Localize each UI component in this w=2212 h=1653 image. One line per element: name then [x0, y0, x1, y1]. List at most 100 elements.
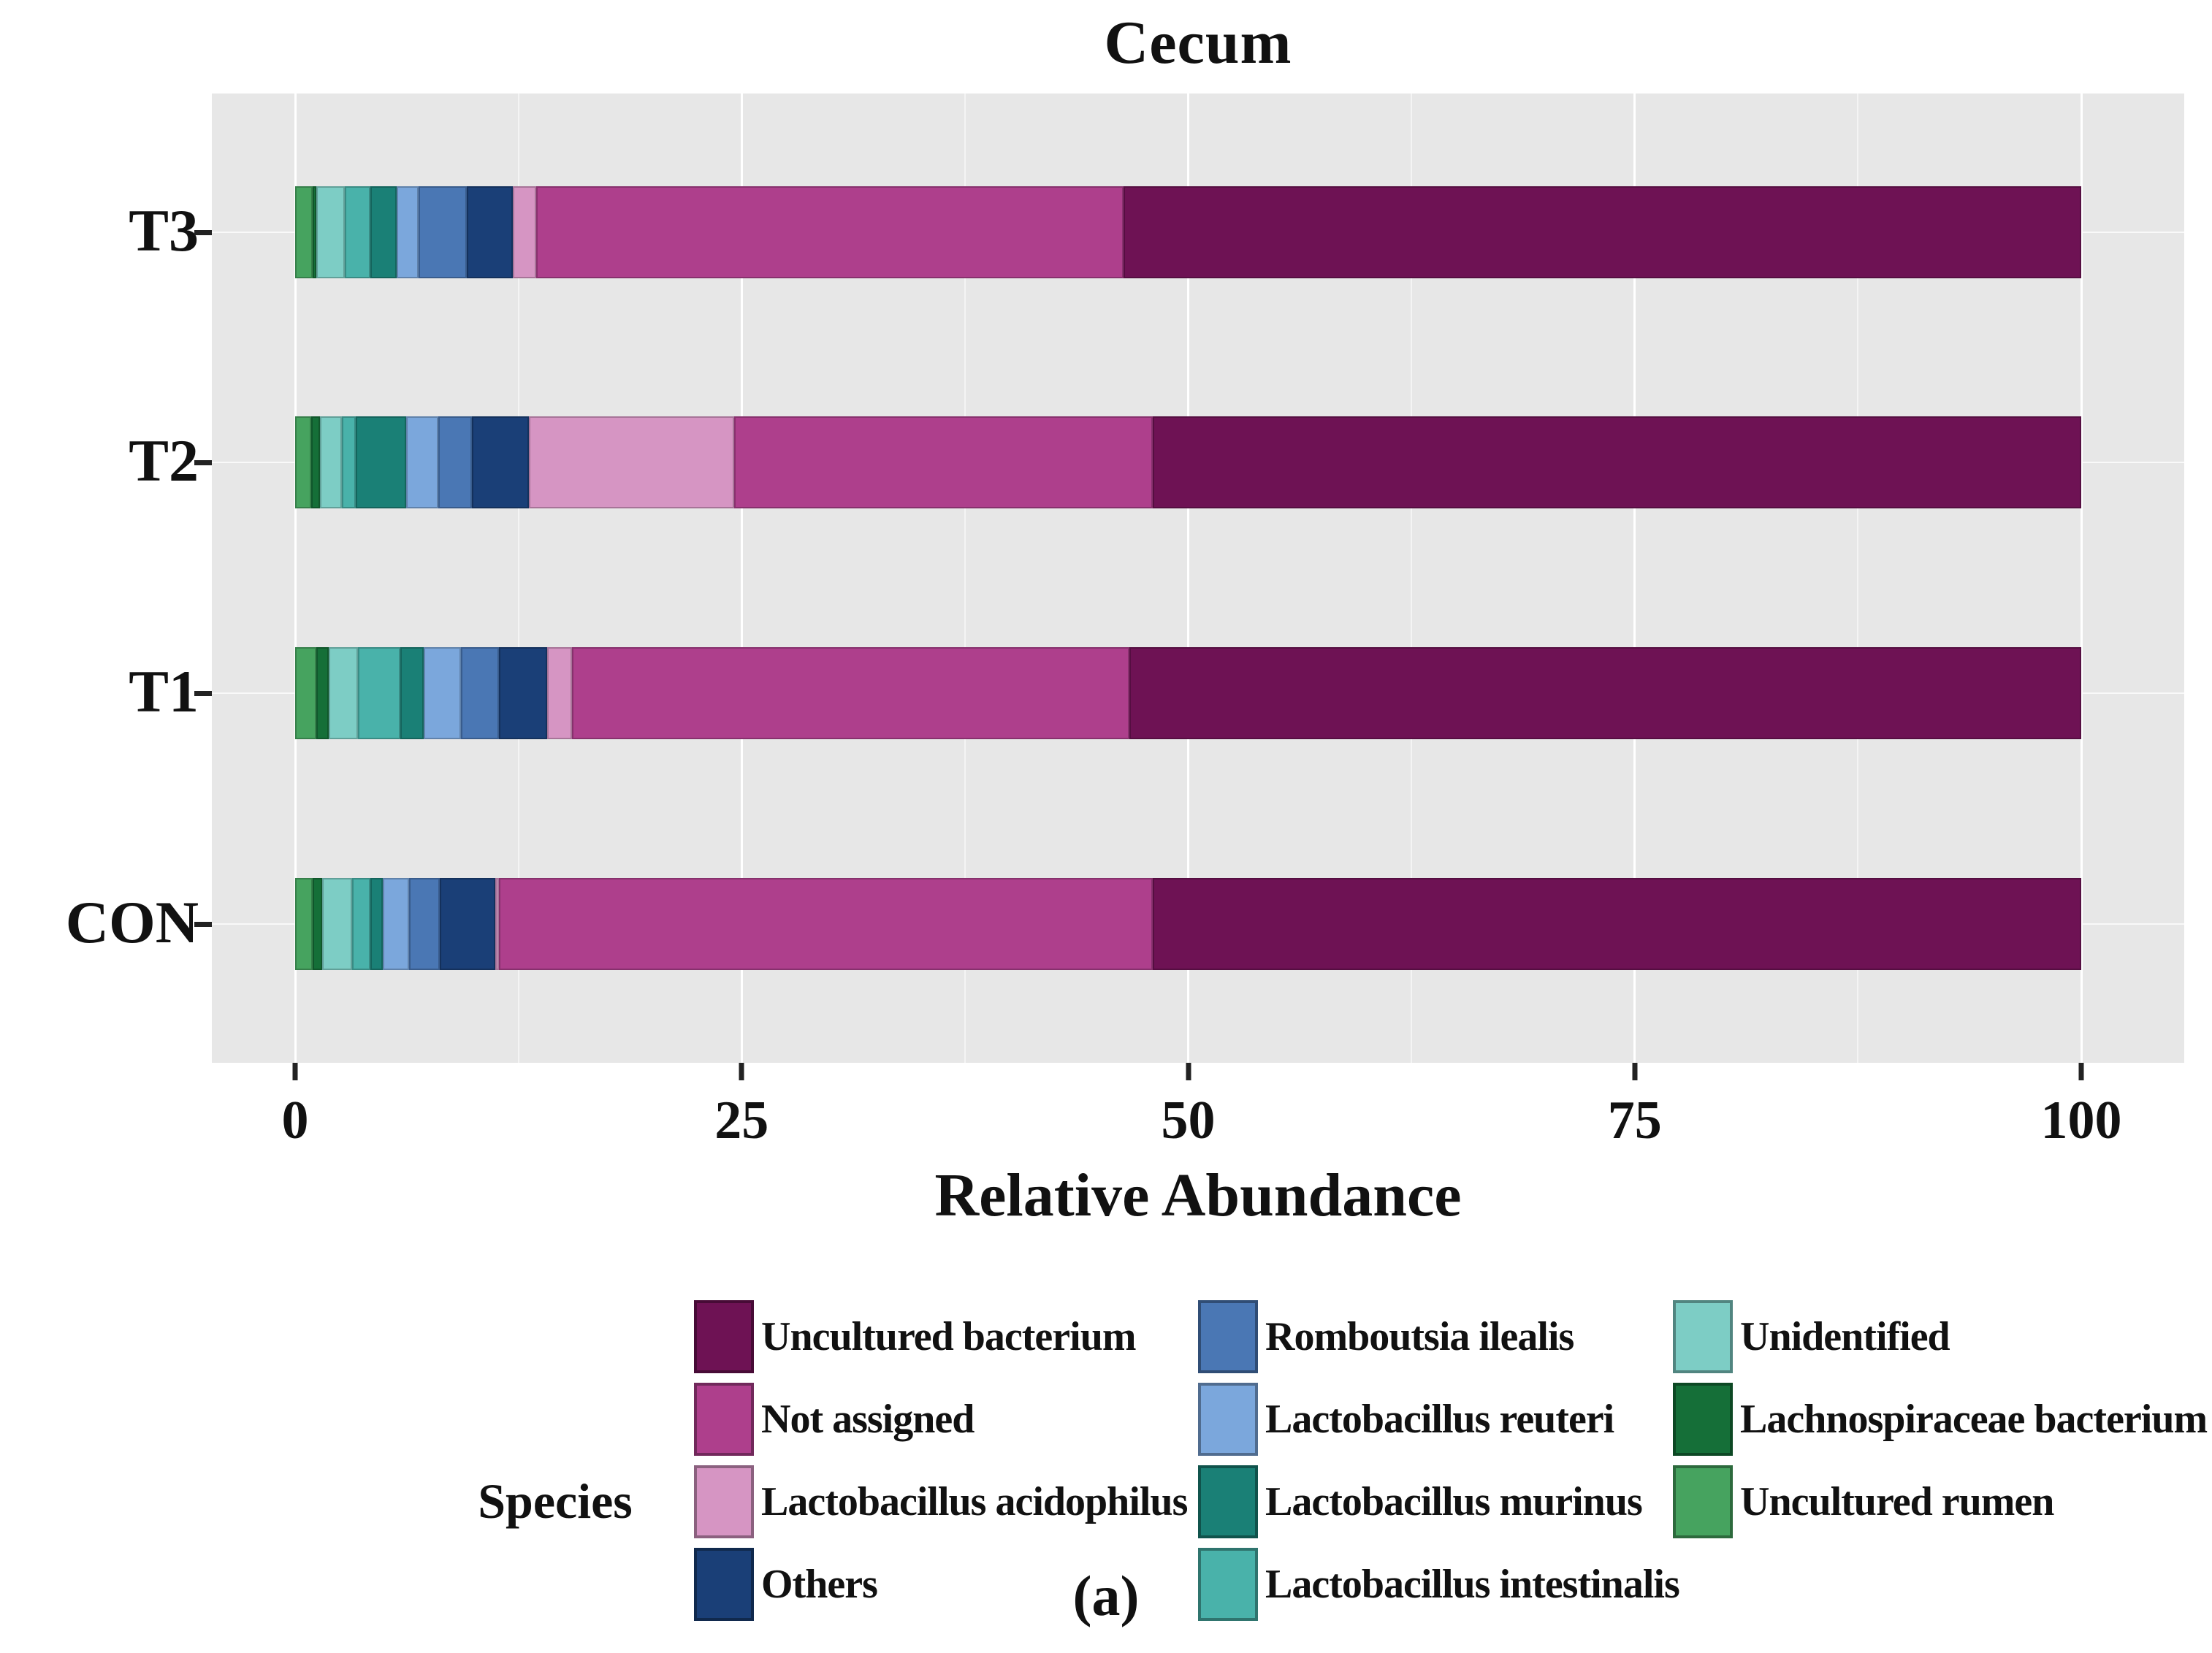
bar-segment-lactobacillus-intestinalis	[352, 878, 370, 970]
x-tick	[739, 1063, 744, 1080]
legend-label: Romboutsia ilealis	[1265, 1314, 1574, 1359]
bar-row-t3	[295, 186, 2081, 278]
bar-segment-lactobacillus-acidophilus	[546, 647, 572, 739]
bar-segment-lactobacillus-reuteri	[424, 647, 462, 739]
legend-label: Lactobacillus acidophilus	[761, 1479, 1188, 1524]
legend-label: Uncultured rumen	[1740, 1479, 2054, 1524]
legend-label: Uncultured bacterium	[761, 1314, 1136, 1359]
minor-gridline	[1411, 93, 1413, 1063]
legend-item: Not assigned	[694, 1383, 975, 1456]
legend-swatch-not-assigned	[694, 1383, 754, 1456]
legend-swatch-unidentified	[1673, 1300, 1733, 1373]
bar-segment-lactobacillus-murinus	[356, 416, 406, 508]
figure-caption: (a)	[1072, 1564, 1140, 1627]
legend-swatch-lactobacillus-reuteri	[1198, 1383, 1258, 1456]
bar-segment-lactobacillus-acidophilus	[513, 186, 536, 278]
legend-swatch-lachnospiraceae-bacterium	[1673, 1383, 1733, 1456]
x-tick	[292, 1063, 298, 1080]
legend-label: Unidentified	[1740, 1314, 1950, 1359]
legend-label: Lachnospiraceae bacterium	[1740, 1397, 2208, 1442]
x-axis-title: Relative Abundance	[934, 1161, 1462, 1229]
legend-item: Lactobacillus acidophilus	[694, 1465, 1188, 1538]
y-tick	[194, 690, 212, 696]
bar-segment-uncultured-rumen	[295, 186, 313, 278]
y-tick	[194, 229, 212, 235]
bar-segment-lactobacillus-reuteri	[405, 416, 438, 508]
x-tick	[1186, 1063, 1191, 1080]
legend-item: Romboutsia ilealis	[1198, 1300, 1574, 1373]
bar-segment-lactobacillus-murinus	[400, 647, 424, 739]
x-tick	[1632, 1063, 1638, 1080]
bar-segment-romboutsia-ilealis	[438, 416, 472, 508]
bar-row-t2	[295, 416, 2081, 508]
legend-swatch-lactobacillus-murinus	[1198, 1465, 1258, 1538]
legend-label: Others	[761, 1562, 878, 1607]
major-gridline	[2080, 93, 2083, 1063]
legend-item: Lactobacillus intestinalis	[1198, 1548, 1680, 1621]
bar-segment-others	[472, 416, 530, 508]
legend-item: Uncultured rumen	[1673, 1465, 2054, 1538]
bar-segment-romboutsia-ilealis	[461, 647, 499, 739]
bar-segment-not-assigned	[734, 416, 1153, 508]
legend-item: Unidentified	[1673, 1300, 1950, 1373]
legend-swatch-lactobacillus-acidophilus	[694, 1465, 754, 1538]
x-tick-label: 100	[2040, 1091, 2122, 1150]
bar-segment-uncultured-rumen	[295, 647, 317, 739]
bar-segment-not-assigned	[535, 186, 1124, 278]
bar-segment-others	[466, 186, 514, 278]
y-tick	[194, 921, 212, 927]
bar-segment-not-assigned	[498, 878, 1153, 970]
bar-segment-uncultured-rumen	[295, 878, 313, 970]
bar-segment-uncultured-rumen	[295, 416, 311, 508]
bar-segment-uncultured-bacterium	[1124, 186, 2081, 278]
legend-item: Lactobacillus reuteri	[1198, 1383, 1614, 1456]
bar-segment-romboutsia-ilealis	[418, 186, 467, 278]
x-tick-label: 25	[714, 1091, 769, 1150]
y-label-con: CON	[65, 889, 199, 956]
bar-segment-uncultured-bacterium	[1152, 878, 2081, 970]
minor-gridline	[1857, 93, 1859, 1063]
legend-item: Lachnospiraceae bacterium	[1673, 1383, 2208, 1456]
legend-label: Not assigned	[761, 1397, 975, 1442]
x-tick-label: 75	[1607, 1091, 1662, 1150]
bar-segment-lactobacillus-reuteri	[397, 186, 419, 278]
major-gridline	[740, 93, 743, 1063]
bar-segment-lactobacillus-murinus	[370, 186, 397, 278]
bar-segment-lachnospiraceae-bacterium	[313, 878, 322, 970]
legend-item: Lactobacillus murinus	[1198, 1465, 1643, 1538]
bar-segment-uncultured-bacterium	[1129, 647, 2081, 739]
major-gridline	[1187, 93, 1189, 1063]
bar-segment-unidentified	[329, 647, 358, 739]
bar-segment-lactobacillus-intestinalis	[357, 647, 401, 739]
y-tick	[194, 459, 212, 465]
plot-panel	[212, 93, 2184, 1063]
minor-gridline	[964, 93, 966, 1063]
bar-segment-others	[440, 878, 495, 970]
bar-segment-lactobacillus-intestinalis	[345, 186, 370, 278]
bar-segment-lactobacillus-reuteri	[382, 878, 410, 970]
legend-item: Others	[694, 1548, 878, 1621]
legend-swatch-uncultured-rumen	[1673, 1465, 1733, 1538]
bar-segment-uncultured-bacterium	[1152, 416, 2081, 508]
minor-gridline	[517, 93, 519, 1063]
y-label-t1: T1	[129, 658, 199, 725]
bar-segment-unidentified	[320, 416, 342, 508]
bar-segment-lachnospiraceae-bacterium	[316, 647, 329, 739]
bar-segment-unidentified	[316, 186, 346, 278]
bar-segment-lactobacillus-acidophilus	[495, 878, 499, 970]
legend-label: Lactobacillus reuteri	[1265, 1397, 1614, 1442]
legend-swatch-others	[694, 1548, 754, 1621]
x-tick-label: 0	[281, 1091, 309, 1150]
major-gridline	[294, 93, 297, 1063]
bar-row-con	[295, 878, 2081, 970]
bar-segment-lactobacillus-murinus	[370, 878, 383, 970]
y-label-t3: T3	[129, 197, 199, 264]
legend-label: Lactobacillus murinus	[1265, 1479, 1643, 1524]
bar-segment-lactobacillus-acidophilus	[529, 416, 735, 508]
legend-item: Uncultured bacterium	[694, 1300, 1136, 1373]
legend-swatch-uncultured-bacterium	[694, 1300, 754, 1373]
legend-swatch-lactobacillus-intestinalis	[1198, 1548, 1258, 1621]
legend-swatch-romboutsia-ilealis	[1198, 1300, 1258, 1373]
bar-segment-lactobacillus-intestinalis	[341, 416, 356, 508]
x-tick-label: 50	[1161, 1091, 1216, 1150]
